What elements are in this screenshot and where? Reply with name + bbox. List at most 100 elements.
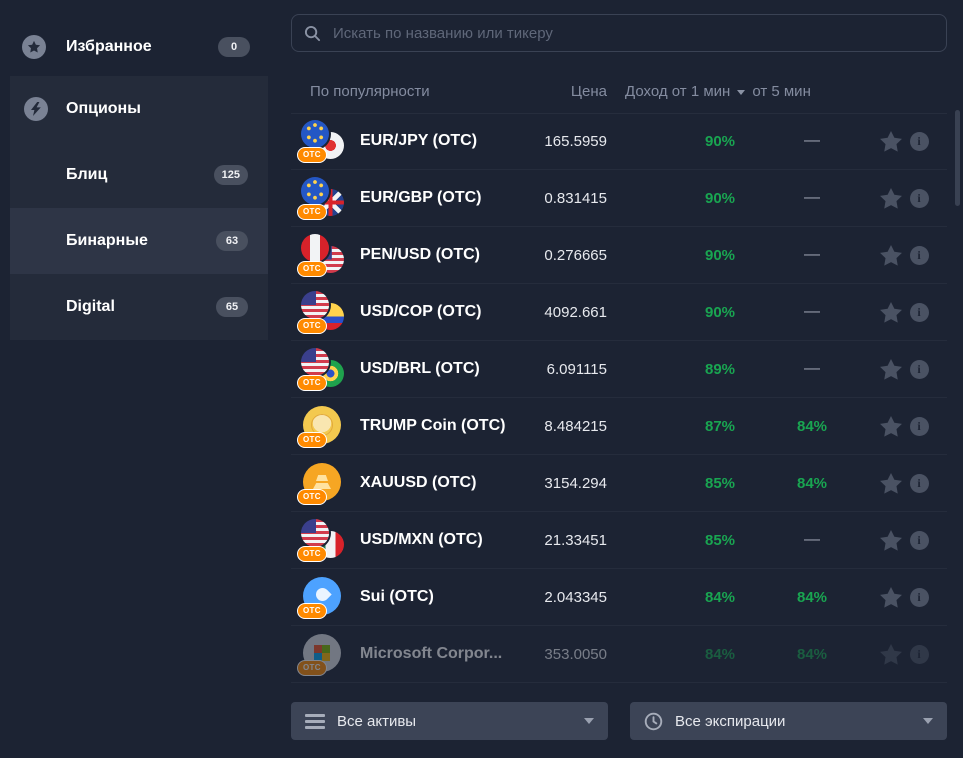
favorites-count-badge: 0 [218, 37, 250, 57]
info-icon[interactable]: i [907, 302, 947, 322]
asset-name: EUR/GBP (OTC) [360, 189, 482, 206]
otc-badge: OTC [297, 603, 327, 619]
sidebar-item-label: Избранное [66, 38, 152, 55]
column-payout-1m: Доход от 1 мин [625, 83, 731, 100]
payout-1m: 87% [704, 417, 736, 435]
asset-icon: OTC [291, 633, 347, 676]
sort-popularity[interactable]: По популярности [310, 83, 430, 100]
favorite-star-icon[interactable] [857, 529, 907, 551]
asset-row[interactable]: OTC PEN/USD (OTC) 0.276665 90% — i [291, 227, 947, 284]
hamburger-icon [305, 713, 325, 729]
sidebar-item-бинарные[interactable]: Бинарные 63 [10, 208, 268, 274]
sidebar-item-блиц[interactable]: Блиц 125 [10, 142, 268, 208]
favorite-star-icon[interactable] [857, 358, 907, 380]
payout-5m: 84% [796, 645, 828, 663]
asset-row[interactable]: OTC Sui (OTC) 2.043345 84% 84% i [291, 569, 947, 626]
payout-1m: 89% [704, 360, 736, 378]
sidebar-item-label: Блиц [66, 166, 108, 183]
expirations-filter-dropdown[interactable]: Все экспирации [630, 702, 947, 740]
asset-row[interactable]: OTC EUR/GBP (OTC) 0.831415 90% — i [291, 170, 947, 227]
payout-1m: 90% [704, 132, 736, 150]
payout-5m: — [804, 189, 820, 206]
payout-5m: 84% [796, 417, 828, 435]
payout-1m: 84% [704, 588, 736, 606]
asset-row[interactable]: OTC USD/MXN (OTC) 21.33451 85% — i [291, 512, 947, 569]
favorite-star-icon[interactable] [857, 187, 907, 209]
asset-price: 2.043345 [544, 588, 607, 606]
sidebar-item-label: Бинарные [66, 232, 148, 249]
favorite-star-icon[interactable] [857, 586, 907, 608]
asset-row[interactable]: OTC Microsoft Corpor... 353.0050 84% 84% i [291, 626, 947, 683]
info-icon[interactable]: i [907, 644, 947, 664]
search-box [291, 14, 947, 52]
payout-1m: 85% [704, 531, 736, 549]
assets-panel: По популярности Цена Доход от 1 мин от 5… [280, 0, 963, 758]
info-icon[interactable]: i [907, 587, 947, 607]
otc-badge: OTC [297, 261, 327, 277]
asset-name: EUR/JPY (OTC) [360, 132, 478, 149]
asset-name: TRUMP Coin (OTC) [360, 417, 506, 434]
flag-usd-icon [301, 291, 329, 319]
info-icon[interactable]: i [907, 131, 947, 151]
sidebar-item-options[interactable]: Опционы [10, 76, 268, 142]
payout-5m: 84% [796, 588, 828, 606]
count-badge: 63 [216, 231, 248, 251]
asset-price: 0.276665 [544, 246, 607, 264]
favorite-star-icon[interactable] [857, 130, 907, 152]
info-icon[interactable]: i [907, 245, 947, 265]
otc-badge: OTC [297, 546, 327, 562]
asset-row[interactable]: OTC EUR/JPY (OTC) 165.5959 90% — i [291, 113, 947, 170]
payout-1m: 90% [704, 246, 736, 264]
chevron-down-icon [923, 718, 933, 724]
star-icon [22, 35, 46, 59]
asset-icon: OTC [291, 576, 347, 619]
payout-1m: 84% [704, 645, 736, 663]
info-icon[interactable]: i [907, 530, 947, 550]
flag-eur-icon [301, 120, 329, 148]
sidebar-item-label: Опционы [66, 100, 141, 117]
asset-price: 8.484215 [544, 417, 607, 435]
asset-name: PEN/USD (OTC) [360, 246, 480, 263]
asset-price: 4092.661 [544, 303, 607, 321]
column-payout[interactable]: Доход от 1 мин от 5 мин [607, 83, 947, 100]
favorite-star-icon[interactable] [857, 301, 907, 323]
scrollbar-thumb[interactable] [955, 110, 960, 206]
payout-5m: — [804, 303, 820, 320]
favorite-star-icon[interactable] [857, 643, 907, 665]
favorite-star-icon[interactable] [857, 472, 907, 494]
sidebar-item-favorites[interactable]: Избранное 0 [0, 26, 280, 68]
search-input[interactable] [331, 23, 934, 43]
count-badge: 125 [213, 165, 248, 185]
flag-usd-icon [301, 519, 329, 547]
asset-row[interactable]: OTC XAUUSD (OTC) 3154.294 85% 84% i [291, 455, 947, 512]
asset-name: USD/COP (OTC) [360, 303, 482, 320]
options-group: Опционы Блиц 125 Бинарные 63 Digital 65 [10, 76, 268, 340]
favorite-star-icon[interactable] [857, 415, 907, 437]
sidebar-item-digital[interactable]: Digital 65 [10, 274, 268, 340]
payout-1m: 90% [704, 189, 736, 207]
payout-5m: — [804, 246, 820, 263]
asset-name: Microsoft Corpor... [360, 645, 503, 662]
info-icon[interactable]: i [907, 188, 947, 208]
asset-row[interactable]: OTC TRUMP Coin (OTC) 8.484215 87% 84% i [291, 398, 947, 455]
info-icon[interactable]: i [907, 473, 947, 493]
asset-price: 165.5959 [544, 132, 607, 150]
favorite-star-icon[interactable] [857, 244, 907, 266]
asset-row[interactable]: OTC USD/COP (OTC) 4092.661 90% — i [291, 284, 947, 341]
asset-icon: OTC [291, 234, 347, 277]
asset-name: USD/MXN (OTC) [360, 531, 483, 548]
asset-row[interactable]: OTC USD/BRL (OTC) 6.091115 89% — i [291, 341, 947, 398]
options-subitems: Блиц 125 Бинарные 63 Digital 65 [10, 142, 268, 340]
asset-price: 6.091115 [546, 360, 607, 378]
payout-5m: — [804, 132, 820, 149]
msft-logo-icon [303, 634, 341, 672]
otc-badge: OTC [297, 204, 327, 220]
asset-price: 21.33451 [544, 531, 607, 549]
chevron-down-icon [584, 718, 594, 724]
info-icon[interactable]: i [907, 359, 947, 379]
column-price[interactable]: Цена [570, 83, 607, 100]
assets-filter-dropdown[interactable]: Все активы [291, 702, 608, 740]
asset-name: XAUUSD (OTC) [360, 474, 477, 491]
info-icon[interactable]: i [907, 416, 947, 436]
payout-1m: 90% [704, 303, 736, 321]
